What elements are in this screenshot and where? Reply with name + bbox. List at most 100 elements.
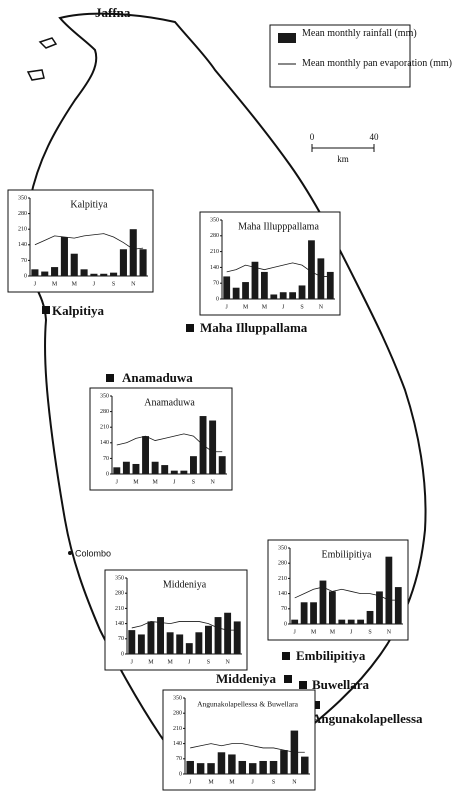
bar xyxy=(279,292,287,299)
bar xyxy=(207,763,215,774)
chart-title: Angunakolapellessa & Buwellara xyxy=(197,700,298,709)
bar xyxy=(233,621,241,654)
y-tick-label: 280 xyxy=(100,409,109,415)
place-label: Jaffna xyxy=(95,5,131,20)
x-tick-label: J xyxy=(188,659,191,665)
bar xyxy=(270,294,278,299)
legend-label: Mean monthly rainfall (mm) xyxy=(302,28,417,39)
bar xyxy=(259,760,267,774)
x-tick-label: S xyxy=(272,779,275,785)
bar xyxy=(209,420,217,474)
bar xyxy=(232,287,240,299)
bar xyxy=(170,470,178,474)
y-tick-label: 70 xyxy=(21,258,27,264)
y-tick-label: 350 xyxy=(173,695,182,701)
bar xyxy=(376,591,383,624)
y-tick-label: 70 xyxy=(176,756,182,762)
bar xyxy=(338,619,346,624)
bar xyxy=(319,580,327,624)
y-tick-label: 140 xyxy=(18,242,27,248)
bar xyxy=(157,617,164,654)
bar xyxy=(185,643,193,654)
bar xyxy=(242,282,249,299)
scale-unit: km xyxy=(337,154,349,164)
y-tick-label: 210 xyxy=(100,425,109,431)
bar xyxy=(223,276,231,299)
bar xyxy=(129,229,137,276)
bar xyxy=(119,249,127,276)
bar xyxy=(217,752,226,774)
bar xyxy=(41,271,49,276)
y-tick-label: 70 xyxy=(103,456,109,462)
y-tick-label: 140 xyxy=(278,591,287,597)
y-tick-label: 0 xyxy=(179,771,182,777)
bar xyxy=(310,602,317,624)
bar xyxy=(70,253,78,276)
legend-label: Mean monthly pan evaporation (mm) xyxy=(302,58,452,69)
x-tick-label: J xyxy=(173,479,176,485)
place-label: Embilipitiya xyxy=(296,648,366,663)
place-label: Anamaduwa xyxy=(122,370,193,385)
y-tick-label: 0 xyxy=(284,621,287,627)
x-tick-label: S xyxy=(300,304,303,310)
x-tick-label: J xyxy=(189,779,192,785)
bar xyxy=(317,258,325,299)
bar xyxy=(251,261,259,299)
legend-text: Mean monthly pan evaporation (mm) xyxy=(302,58,452,69)
y-tick-label: 350 xyxy=(210,217,219,223)
bar xyxy=(80,269,88,276)
chart-title: Maha Illupppallama xyxy=(238,221,319,232)
x-tick-label: M xyxy=(133,479,139,485)
bar xyxy=(142,436,149,474)
x-tick-label: M xyxy=(72,281,78,287)
x-tick-label: N xyxy=(292,779,297,785)
place-marker xyxy=(42,306,50,314)
place-label: Maha Illuppallama xyxy=(200,320,308,335)
place-marker xyxy=(284,675,292,683)
x-tick-label: M xyxy=(229,779,235,785)
y-tick-label: 280 xyxy=(278,561,287,567)
chart-title: Middeniya xyxy=(163,579,207,590)
bar xyxy=(196,763,205,774)
x-tick-label: S xyxy=(368,629,371,635)
scale-label: 40 xyxy=(370,132,380,142)
bar xyxy=(289,292,297,299)
bar xyxy=(224,612,232,654)
bar xyxy=(238,760,247,774)
x-tick-label: J xyxy=(282,304,285,310)
x-tick-label: M xyxy=(167,659,173,665)
y-tick-label: 210 xyxy=(210,249,219,255)
x-tick-label: M xyxy=(52,281,58,287)
bar xyxy=(248,763,257,774)
y-tick-label: 210 xyxy=(18,227,27,233)
bar xyxy=(51,267,59,276)
bar xyxy=(214,617,222,654)
chart-title: Embilipitiya xyxy=(322,549,373,560)
chart-title: Kalpitiya xyxy=(70,199,108,210)
y-tick-label: 70 xyxy=(281,606,287,612)
bar xyxy=(394,587,402,624)
bar xyxy=(205,625,212,654)
x-tick-label: N xyxy=(210,479,215,485)
legend-text: Mean monthly rainfall (mm) xyxy=(302,28,417,39)
chart-title: Anamaduwa xyxy=(144,397,195,408)
bar xyxy=(308,240,315,299)
bar xyxy=(280,750,288,774)
y-tick-label: 70 xyxy=(118,636,124,642)
y-tick-label: 140 xyxy=(115,621,124,627)
x-tick-label: J xyxy=(34,281,37,287)
x-tick-label: N xyxy=(319,304,324,310)
y-tick-label: 210 xyxy=(115,606,124,612)
x-tick-label: J xyxy=(93,281,96,287)
bar xyxy=(90,273,98,276)
y-tick-label: 0 xyxy=(121,651,124,657)
bar xyxy=(139,249,147,276)
bar xyxy=(228,754,236,774)
y-tick-label: 350 xyxy=(115,575,124,581)
scale-label: 0 xyxy=(310,132,315,142)
place-label: Colombo xyxy=(75,548,111,558)
bar xyxy=(60,237,68,276)
bar xyxy=(301,756,309,774)
bar xyxy=(166,632,174,654)
bar xyxy=(218,456,226,474)
